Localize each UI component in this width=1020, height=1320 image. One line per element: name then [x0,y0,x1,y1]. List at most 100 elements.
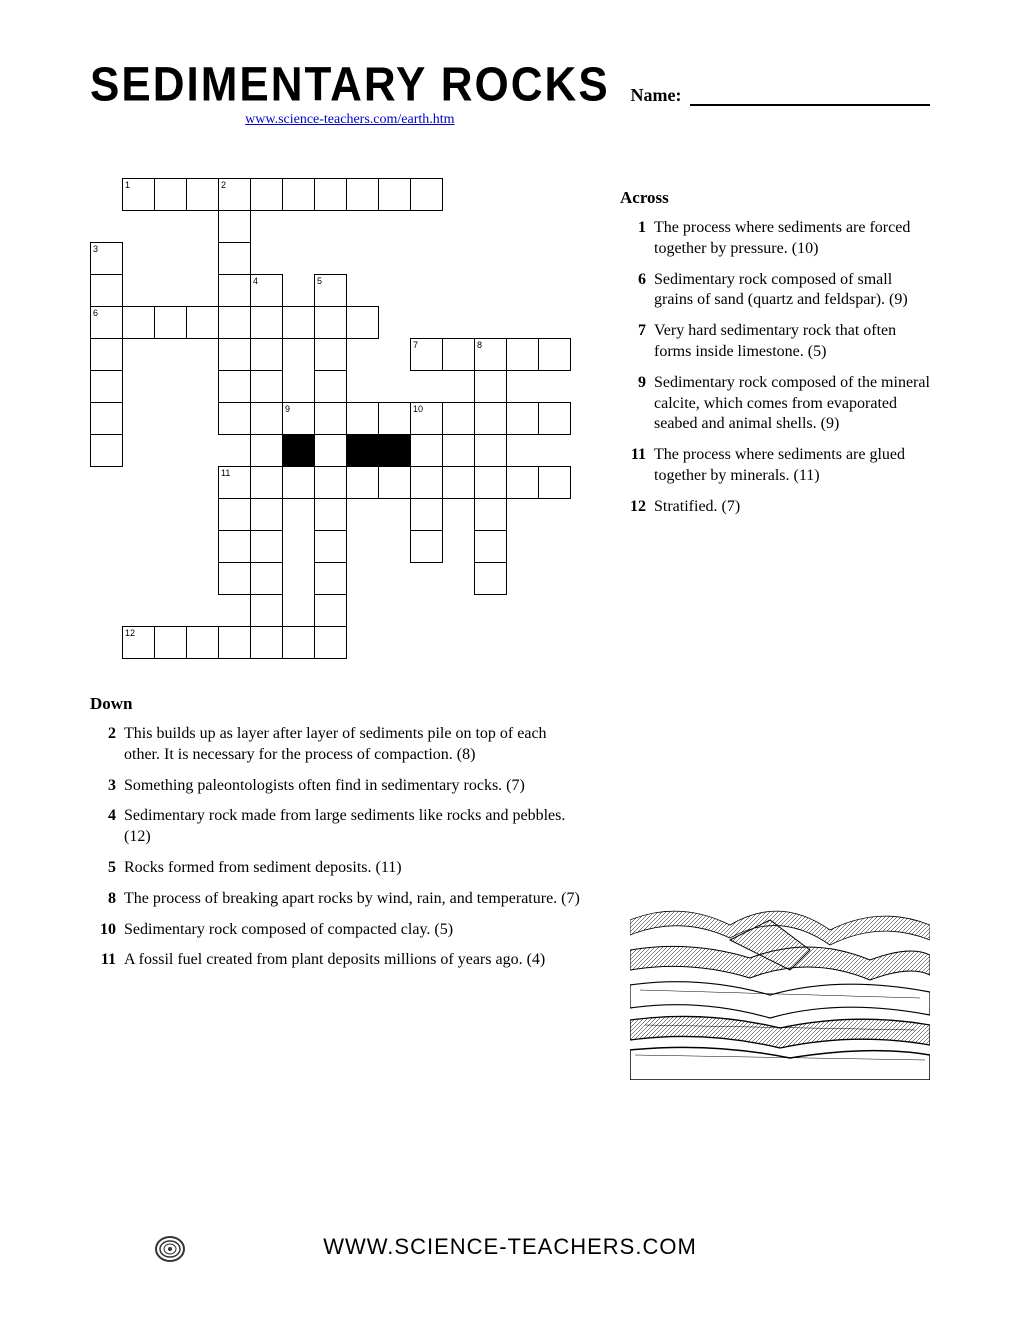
crossword-cell[interactable] [219,339,251,371]
crossword-cell[interactable] [315,499,347,531]
crossword-cell[interactable] [219,499,251,531]
crossword-cell[interactable] [507,339,539,371]
crossword-cell[interactable] [347,307,379,339]
crossword-cell[interactable] [379,179,411,211]
crossword-cell[interactable] [123,307,155,339]
name-input-line[interactable] [690,104,930,106]
crossword-cell[interactable] [539,467,571,499]
crossword-cell[interactable] [155,627,187,659]
crossword-cell[interactable] [507,403,539,435]
crossword-cell[interactable] [411,531,443,563]
crossword-cell[interactable] [347,179,379,211]
crossword-cell[interactable] [219,371,251,403]
crossword-cell[interactable] [283,467,315,499]
crossword-cell[interactable] [539,403,571,435]
crossword-cell[interactable] [283,627,315,659]
crossword-cell[interactable] [283,307,315,339]
crossword-cell[interactable] [251,595,283,627]
crossword-cell[interactable]: 9 [283,403,315,435]
crossword-cell[interactable] [219,403,251,435]
empty-cell [475,275,507,307]
crossword-cell[interactable]: 7 [411,339,443,371]
crossword-cell[interactable] [91,275,123,307]
crossword-cell[interactable] [443,403,475,435]
crossword-cell[interactable] [251,467,283,499]
empty-cell [283,275,315,307]
crossword-cell[interactable]: 12 [123,627,155,659]
empty-cell [507,243,539,275]
crossword-cell[interactable] [219,211,251,243]
crossword-cell[interactable] [411,435,443,467]
crossword-cell[interactable] [251,371,283,403]
crossword-cell[interactable] [315,435,347,467]
crossword-cell[interactable] [475,563,507,595]
crossword-cell[interactable] [507,467,539,499]
crossword-cell[interactable]: 3 [91,243,123,275]
crossword-cell[interactable] [251,403,283,435]
crossword-cell[interactable] [91,435,123,467]
crossword-cell[interactable] [219,307,251,339]
crossword-cell[interactable] [251,179,283,211]
crossword-cell[interactable] [411,467,443,499]
crossword-cell[interactable] [251,563,283,595]
crossword-cell[interactable] [475,499,507,531]
crossword-cell[interactable] [475,467,507,499]
crossword-cell[interactable] [539,339,571,371]
crossword-cell[interactable]: 2 [219,179,251,211]
crossword-cell[interactable] [443,339,475,371]
crossword-cell[interactable] [475,435,507,467]
crossword-cell[interactable] [315,563,347,595]
crossword-cell[interactable] [251,339,283,371]
crossword-cell[interactable] [219,531,251,563]
crossword-cell[interactable]: 5 [315,275,347,307]
crossword-cell[interactable]: 8 [475,339,507,371]
cell-number: 6 [93,308,98,318]
crossword-cell[interactable] [315,371,347,403]
crossword-cell[interactable] [251,531,283,563]
crossword-cell[interactable] [155,307,187,339]
crossword-cell[interactable] [187,307,219,339]
crossword-cell[interactable] [219,627,251,659]
crossword-cell[interactable] [379,403,411,435]
crossword-cell[interactable] [347,467,379,499]
source-link[interactable]: www.science-teachers.com/earth.htm [245,112,454,128]
crossword-cell[interactable] [187,627,219,659]
crossword-cell[interactable] [315,307,347,339]
crossword-cell[interactable] [315,339,347,371]
crossword-cell[interactable] [251,307,283,339]
crossword-cell[interactable] [315,531,347,563]
crossword-cell[interactable] [315,467,347,499]
crossword-cell[interactable] [443,467,475,499]
crossword-cell[interactable] [251,435,283,467]
crossword-cell[interactable] [411,499,443,531]
crossword-cell[interactable] [187,179,219,211]
crossword-cell[interactable] [251,499,283,531]
crossword-cell[interactable] [219,563,251,595]
crossword-cell[interactable] [283,179,315,211]
crossword-cell[interactable] [219,243,251,275]
crossword-cell[interactable] [315,403,347,435]
crossword-cell[interactable] [315,179,347,211]
crossword-cell[interactable] [475,371,507,403]
empty-cell [507,595,539,627]
crossword-cell[interactable] [219,275,251,307]
crossword-cell[interactable] [91,339,123,371]
crossword-cell[interactable] [315,627,347,659]
crossword-cell[interactable] [251,627,283,659]
crossword-cell[interactable] [411,179,443,211]
crossword-cell[interactable] [91,403,123,435]
crossword-cell[interactable] [347,403,379,435]
crossword-cell[interactable] [155,179,187,211]
crossword-cell[interactable] [475,403,507,435]
empty-cell [155,499,187,531]
crossword-cell[interactable]: 10 [411,403,443,435]
crossword-cell[interactable]: 11 [219,467,251,499]
crossword-cell[interactable] [379,467,411,499]
crossword-grid[interactable]: 123456789101112 [90,178,571,659]
crossword-cell[interactable]: 6 [91,307,123,339]
crossword-cell[interactable]: 4 [251,275,283,307]
crossword-cell[interactable] [315,595,347,627]
crossword-cell[interactable]: 1 [123,179,155,211]
crossword-cell[interactable] [475,531,507,563]
crossword-cell[interactable] [91,371,123,403]
